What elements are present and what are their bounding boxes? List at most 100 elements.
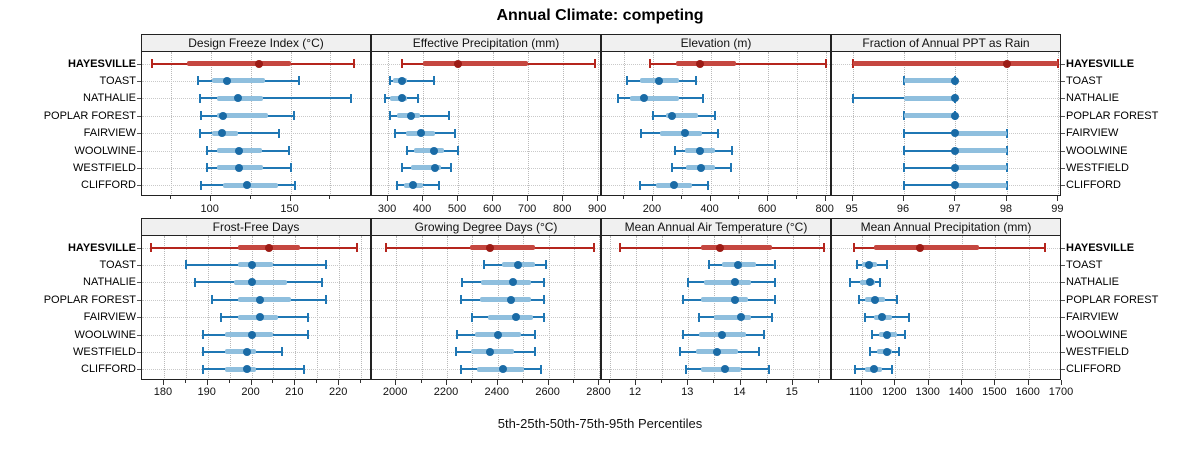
- median-dot: [951, 146, 960, 155]
- gridline: [895, 236, 897, 379]
- axis-tick: [894, 380, 896, 385]
- axis-tick-label: 180: [153, 386, 173, 398]
- whisker-cap-high: [325, 295, 327, 305]
- median-dot: [883, 330, 891, 339]
- whisker-cap-high: [320, 277, 323, 287]
- whisker-cap-high: [307, 312, 310, 322]
- y-axis-tick: [137, 282, 141, 284]
- axis-tick-label: 2000: [382, 386, 408, 398]
- gridline: [1058, 52, 1060, 195]
- iqr-bar: [904, 95, 956, 101]
- axis-tick-label: 400: [412, 203, 432, 215]
- axis-minor-tick: [184, 380, 186, 383]
- iqr-bar: [212, 78, 265, 84]
- row-reference-line: [832, 369, 1060, 371]
- whisker-cap-high: [416, 93, 419, 103]
- whisker-cap-low: [219, 312, 222, 322]
- gridline: [339, 236, 341, 379]
- whisker-cap-low: [383, 93, 386, 103]
- percentiles-caption: 5th-25th-50th-75th-95th Percentiles: [497, 416, 703, 431]
- whisker-cap-low: [459, 295, 462, 305]
- row-label-left-hayesville: HAYESVILLE: [67, 57, 136, 70]
- gridline: [792, 236, 794, 379]
- axis-tick-label: 13: [681, 386, 694, 398]
- row-label-left-nathalie: NATHALIE: [83, 92, 136, 105]
- axis-minor-tick: [329, 196, 331, 199]
- iqr-bar: [955, 182, 1007, 188]
- iqr-bar: [480, 297, 531, 303]
- gridline: [396, 236, 398, 379]
- y-axis-tick: [1061, 351, 1065, 353]
- whisker-cap-high: [453, 128, 456, 138]
- axis-tick-label: 150: [280, 203, 299, 215]
- median-dot: [243, 365, 252, 374]
- whisker-cap-low: [211, 295, 214, 305]
- gridline: [548, 236, 550, 379]
- whisker-cap-high: [1057, 59, 1060, 68]
- row-label-right-poplar-forest: POPLAR FOREST: [1066, 109, 1159, 122]
- median-dot: [669, 181, 678, 190]
- whisker-cap-high: [292, 111, 295, 121]
- row-label-right-hayesville: HAYESVILLE: [1066, 57, 1135, 70]
- gridline: [681, 52, 683, 195]
- axis-minor-tick: [360, 380, 362, 383]
- whisker-cap-low: [401, 59, 404, 68]
- whisker-cap-high: [716, 128, 719, 138]
- median-dot: [219, 111, 228, 120]
- panel-effective-precipitation-mm: [371, 52, 601, 196]
- whisker-line-nathalie: [199, 97, 352, 100]
- gridline: [207, 236, 209, 379]
- iqr-bar: [414, 148, 445, 153]
- whisker-cap-high: [904, 330, 907, 339]
- axis-tick-label: 1700: [1048, 386, 1074, 398]
- axis-tick-label: 800: [815, 203, 834, 215]
- whisker-cap-high: [307, 330, 310, 339]
- median-dot: [511, 313, 520, 322]
- gridline: [185, 236, 187, 379]
- panel-strip-elevation-m: Elevation (m): [601, 34, 831, 52]
- gridline: [904, 52, 906, 195]
- axis-tick: [1027, 380, 1029, 385]
- axis-tick-label: 14: [733, 386, 746, 398]
- median-dot: [697, 163, 706, 172]
- whisker-cap-low: [903, 180, 906, 190]
- whisker-cap-high: [545, 260, 548, 270]
- axis-tick: [445, 380, 447, 385]
- row-label-left-westfield: WESTFIELD: [73, 161, 136, 174]
- axis-tick: [289, 196, 291, 201]
- whisker-cap-high: [542, 295, 545, 305]
- y-axis-tick: [1061, 133, 1065, 135]
- axis-tick-label: 700: [517, 203, 537, 215]
- y-axis-tick: [137, 167, 141, 169]
- axis-minor-tick: [765, 380, 767, 383]
- whisker-cap-high: [297, 76, 300, 86]
- gridline: [423, 52, 425, 195]
- axis-minor-tick: [272, 380, 274, 383]
- axis-tick: [791, 380, 793, 385]
- iqr-bar: [955, 165, 1007, 171]
- gridline: [766, 236, 768, 379]
- panel-fraction-of-annual-ppt-as-rain: [831, 52, 1061, 196]
- row-label-left-fairview: FAIRVIEW: [83, 311, 136, 324]
- median-dot: [247, 278, 256, 287]
- median-dot: [731, 278, 740, 287]
- whisker-cap-low: [454, 347, 457, 357]
- whisker-cap-high: [533, 347, 536, 357]
- whisker-cap-low: [697, 312, 700, 322]
- axis-tick: [739, 380, 741, 385]
- median-dot: [514, 260, 523, 269]
- whisker-cap-low: [461, 277, 464, 287]
- whisker-cap-high: [542, 312, 545, 322]
- whisker-cap-high: [281, 347, 284, 357]
- median-dot: [869, 365, 878, 374]
- whisker-cap-low: [903, 128, 906, 138]
- iqr-bar: [665, 113, 698, 119]
- row-label-right-poplar-forest: POPLAR FOREST: [1066, 293, 1159, 306]
- axis-tick: [851, 196, 853, 201]
- gridline: [388, 52, 390, 195]
- whisker-cap-low: [482, 260, 485, 270]
- median-dot: [883, 347, 891, 356]
- axis-tick: [547, 380, 549, 385]
- axis-tick: [422, 196, 424, 201]
- whisker-line-poplar-forest: [389, 114, 450, 117]
